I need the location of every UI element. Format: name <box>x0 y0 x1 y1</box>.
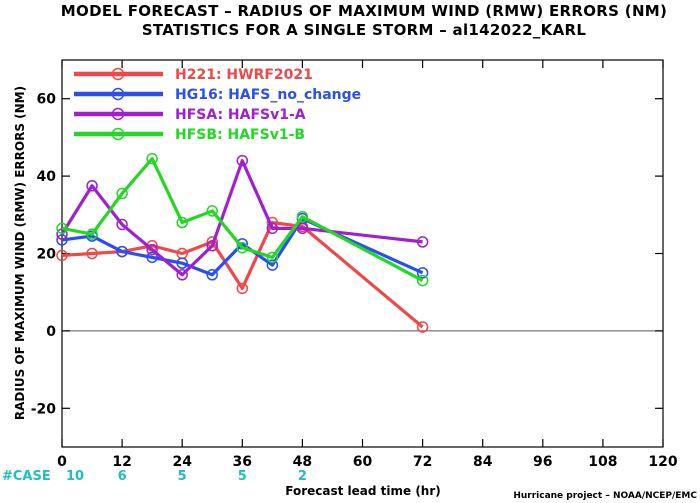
data-point <box>176 216 188 229</box>
y-tick-label: -20 <box>31 401 57 417</box>
series-line <box>61 217 424 277</box>
chart-title-line2: STATISTICS FOR A SINGLE STORM – al142022… <box>142 21 587 39</box>
x-tick-label: 84 <box>473 454 493 470</box>
data-point <box>266 259 279 271</box>
data-point <box>146 251 158 264</box>
data-point <box>86 228 98 240</box>
data-point <box>146 243 158 256</box>
data-point <box>296 210 309 223</box>
x-tick-label: 48 <box>293 454 312 470</box>
legend-label: HFSA: HAFSv1-A <box>175 107 306 123</box>
data-point <box>56 234 68 246</box>
legend-label: HG16: HAFS_no_change <box>175 87 361 103</box>
series-3 <box>56 154 429 281</box>
x-tick-label: 60 <box>353 454 373 470</box>
plot-frame <box>61 59 664 448</box>
case-count: 2 <box>298 469 307 484</box>
x-tick-label: 12 <box>112 454 131 470</box>
legend-label: HFSB: HAFSv1-B <box>175 127 305 143</box>
x-tick-label: 120 <box>648 454 677 470</box>
y-tick-label: 0 <box>46 324 56 340</box>
case-counts: 10 6 5 5 2 <box>66 469 307 484</box>
legend-swatch-marker <box>111 87 125 101</box>
data-point <box>266 222 279 235</box>
data-point <box>416 236 429 248</box>
series-line <box>60 159 423 277</box>
data-point <box>206 205 218 217</box>
data-point <box>416 267 429 279</box>
data-point <box>296 222 309 235</box>
x-tick-label: 96 <box>533 454 552 470</box>
data-point <box>236 282 249 295</box>
series-layer <box>56 152 429 333</box>
case-count: 5 <box>178 469 187 484</box>
data-point <box>236 154 249 167</box>
legend-swatch-marker <box>111 127 125 141</box>
series-line <box>61 157 424 283</box>
legend-swatch-marker <box>111 67 125 81</box>
legend: H221: HWRF2021 HG16: HAFS_no_change HFSA: … <box>74 67 361 143</box>
y-tick-label: 20 <box>37 247 57 263</box>
data-point <box>416 321 429 333</box>
y-tick-label: 60 <box>37 92 57 108</box>
data-point <box>146 152 158 165</box>
x-tick-label: 0 <box>57 454 67 470</box>
case-count-label: #CASE <box>2 469 51 484</box>
data-point <box>416 274 429 287</box>
data-point <box>116 245 128 258</box>
case-count: 10 <box>66 469 84 484</box>
y-axis-label: RADIUS OF MAXIMUM WIND (RMW) ERRORS (NM) <box>13 86 27 420</box>
data-point <box>206 240 218 252</box>
credit-text: Hurricane project – NOAA/NCEP/EMC <box>513 491 697 501</box>
x-axis-label: Forecast lead time (hr) <box>285 484 441 498</box>
data-point <box>56 222 68 235</box>
case-count: 5 <box>238 469 247 484</box>
series-line <box>61 220 424 329</box>
data-point <box>116 218 128 231</box>
data-point <box>176 269 188 281</box>
y-axis-ticks: -20 0 20 40 60 <box>31 92 663 417</box>
x-tick-label: 36 <box>233 454 252 470</box>
legend-label: H221: HWRF2021 <box>175 67 313 83</box>
legend-swatch-marker <box>111 107 125 121</box>
case-count: 6 <box>118 469 127 484</box>
series-2 <box>56 212 429 281</box>
data-point <box>56 249 68 262</box>
data-point <box>206 269 218 281</box>
x-tick-label: 108 <box>588 454 617 470</box>
x-axis-ticks: 0 12 24 36 48 60 72 84 96 108 120 <box>57 60 678 470</box>
x-tick-label: 24 <box>172 454 192 470</box>
data-point <box>266 251 279 264</box>
data-point <box>86 247 98 260</box>
data-point <box>116 187 128 200</box>
y-tick-label: 40 <box>37 169 57 185</box>
x-tick-label: 72 <box>413 454 432 470</box>
data-point <box>176 257 188 269</box>
series-4 <box>56 152 429 287</box>
data-point <box>86 180 98 192</box>
chart-title-line1: MODEL FORECAST – RADIUS OF MAXIMUM WIND … <box>61 2 667 20</box>
data-point <box>236 241 249 254</box>
